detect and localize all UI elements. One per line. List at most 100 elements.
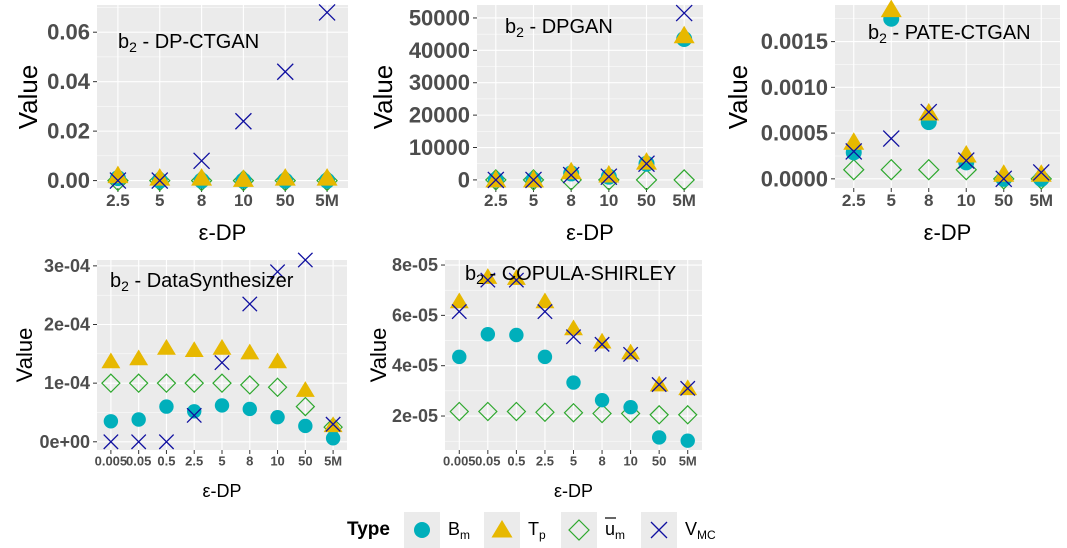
point-b-m: [623, 400, 638, 415]
x-tick-label: 5M: [1029, 191, 1053, 210]
point-v-mc: [565, 329, 582, 345]
y-tick-label: 0.06: [47, 20, 90, 45]
y-tick-label: 0.00: [47, 168, 90, 193]
legend-label: um: [605, 519, 625, 542]
point-u-m: [506, 401, 527, 422]
point-v-mc: [318, 3, 336, 21]
legend-item-u-m: um: [561, 512, 625, 548]
point-v-mc: [480, 272, 496, 288]
point-b-m: [537, 349, 553, 365]
point-t-p: [523, 169, 544, 188]
point-u-m: [673, 169, 696, 191]
legend-label: Bm: [448, 519, 470, 542]
legend-key-t-p: [491, 520, 513, 538]
point-v-mc: [675, 4, 693, 22]
point-v-mc: [680, 380, 696, 397]
legend-item-v-mc: VMC: [641, 512, 716, 548]
point-v-mc: [622, 346, 639, 363]
point-v-mc: [882, 130, 900, 148]
point-t-p: [955, 145, 977, 163]
panel-title: b2 - DataSynthesizer: [110, 270, 294, 293]
y-axis-title: Value: [723, 65, 753, 130]
point-v-mc: [103, 434, 119, 450]
legend-label: Tp: [528, 519, 546, 542]
x-tick-label: 8: [598, 454, 605, 469]
point-b-m: [325, 431, 341, 446]
legend-label: VMC: [685, 519, 716, 542]
point-v-mc: [325, 416, 341, 432]
point-v-mc: [600, 168, 618, 186]
y-axis-title: Value: [366, 328, 391, 383]
x-tick-label: 2.5: [536, 454, 554, 469]
x-axis-title: ε-DP: [202, 481, 241, 501]
point-t-p: [478, 268, 498, 284]
point-u-m: [592, 403, 612, 424]
y-tick-label: 40000: [409, 38, 470, 63]
y-tick-label: 8e-05: [392, 255, 438, 275]
point-t-p: [240, 343, 260, 360]
y-tick-label: 0.02: [47, 119, 90, 144]
x-tick-label: 10: [957, 191, 976, 210]
point-v-mc: [1032, 163, 1050, 181]
y-tick-label: 3e-04: [44, 256, 90, 276]
chart-panel-2: 0 10000 20000 30000 40000 50000 2.5 5 8 10 50 5M b2 …: [368, 4, 703, 245]
x-tick-label: 0.005: [443, 454, 476, 469]
point-t-p: [101, 352, 121, 369]
point-t-p: [621, 343, 641, 360]
x-tick-label: 0.05: [475, 454, 500, 469]
y-axis-title: Value: [13, 65, 43, 130]
point-t-p: [560, 161, 582, 180]
point-b-m: [187, 404, 202, 419]
point-t-p: [212, 338, 232, 355]
point-t-p: [506, 269, 526, 285]
point-t-p: [107, 165, 129, 184]
point-v-mc: [297, 252, 313, 268]
point-v-mc: [269, 264, 286, 280]
point-v-mc: [214, 354, 230, 371]
point-t-p: [993, 164, 1015, 182]
point-v-mc: [451, 303, 467, 320]
panel-title: b2 - DP-CTGAN: [118, 31, 259, 54]
x-tick-label: 8: [924, 191, 933, 210]
y-axis-title: Value: [368, 65, 398, 130]
point-t-p: [295, 381, 315, 397]
y-tick-label: 0.0010: [761, 75, 828, 100]
plot-background: [835, 5, 1060, 188]
point-b-m: [270, 409, 285, 425]
x-tick-label: 5M: [315, 191, 339, 210]
point-v-mc: [109, 172, 127, 190]
x-tick-label: 50: [637, 191, 656, 210]
y-tick-label: 0.0005: [761, 121, 828, 146]
point-b-m: [214, 398, 230, 413]
point-u-m: [449, 401, 470, 422]
point-t-p: [156, 338, 176, 355]
point-b-m: [298, 418, 313, 434]
x-tick-label: 8: [197, 191, 206, 210]
point-t-p: [535, 292, 555, 309]
chart-panel-5: 2e-05 4e-05 6e-05 8e-05 0.005 0.05 0.5 2.5 5 8 10 5…: [366, 255, 702, 501]
point-u-m: [880, 158, 903, 181]
point-t-p: [268, 352, 288, 369]
legend-key-v-mc: [650, 521, 668, 539]
y-tick-label: 20000: [409, 103, 470, 128]
point-t-p: [636, 152, 657, 170]
point-u-m: [563, 402, 584, 423]
x-axis-title: ε-DP: [199, 220, 247, 245]
y-axis-title: Value: [12, 328, 37, 383]
point-v-mc: [276, 63, 294, 81]
point-v-mc: [131, 434, 147, 450]
point-v-mc: [651, 376, 667, 393]
point-v-mc: [995, 170, 1013, 188]
point-u-m: [477, 401, 498, 422]
point-u-m: [212, 373, 232, 393]
legend-key-background: [561, 512, 597, 548]
point-b-m: [480, 327, 496, 342]
point-v-mc: [562, 166, 580, 184]
y-tick-label: 0e+00: [39, 432, 90, 452]
x-tick-label: 5: [218, 454, 225, 469]
point-u-m: [649, 404, 670, 425]
x-tick-label: 10: [270, 454, 284, 469]
y-tick-label: 4e-05: [392, 356, 438, 376]
